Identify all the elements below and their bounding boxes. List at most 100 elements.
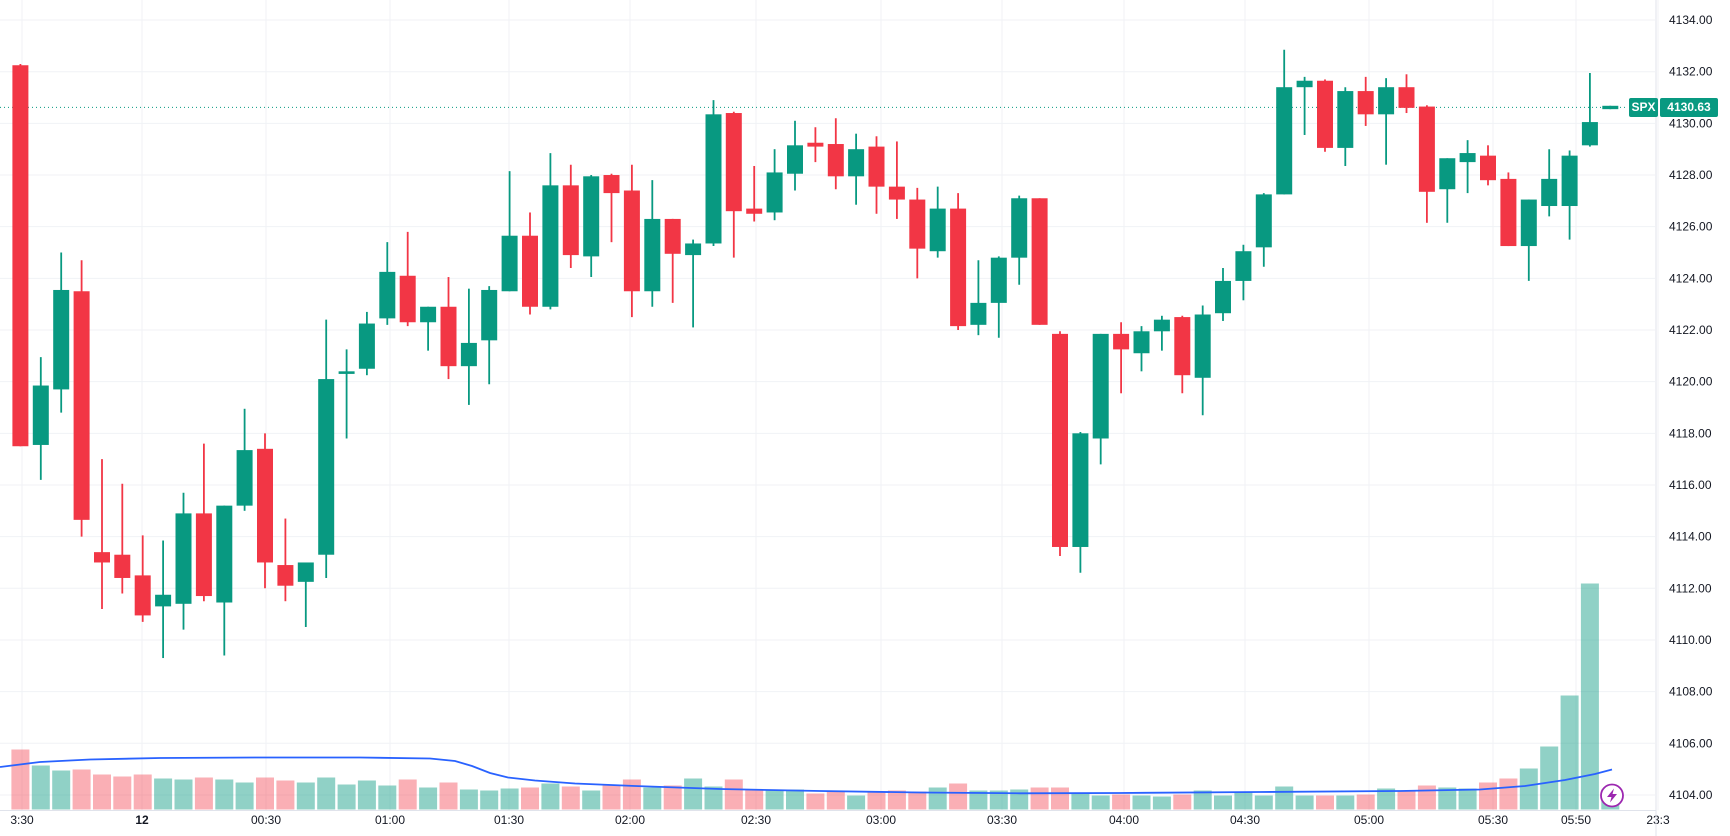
volume-bar: [1173, 794, 1192, 810]
volume-bar: [256, 777, 274, 810]
candle-body: [623, 190, 640, 292]
volume-bar: [113, 776, 132, 810]
volume-bar: [786, 789, 804, 810]
volume-bar: [1051, 787, 1069, 810]
volume-bar: [1030, 787, 1049, 810]
candle-body: [94, 552, 110, 563]
time-axis-label: 03:00: [866, 813, 896, 827]
price-axis-label: 4128.00: [1669, 168, 1713, 182]
candle-body: [1296, 80, 1313, 88]
time-axis-label: 03:30: [987, 813, 1017, 827]
price-axis-label: 4112.00: [1669, 581, 1712, 595]
candle-body: [1255, 194, 1272, 248]
price-axis-label: 4108.00: [1669, 685, 1713, 699]
volume-bar: [1316, 795, 1334, 810]
volume-bar: [643, 787, 662, 810]
candle-body: [1031, 198, 1048, 325]
candle-body: [1602, 105, 1619, 110]
candle-body: [1194, 314, 1211, 378]
lightning-bolt-glyph: [1607, 788, 1617, 803]
candle-body: [1317, 80, 1333, 148]
candle-body: [1337, 91, 1354, 148]
time-axis-label: 01:30: [494, 813, 524, 827]
candle-body: [53, 289, 70, 390]
volume-bar: [93, 774, 111, 810]
candle-body: [929, 208, 946, 252]
candle-body: [12, 65, 29, 447]
candle-body: [1174, 317, 1191, 376]
candle-body: [1113, 333, 1130, 350]
time-axis-label: 02:30: [741, 813, 771, 827]
price-axis-label: 4116.00: [1669, 478, 1712, 492]
volume-bar: [989, 790, 1008, 810]
candle-body: [1439, 158, 1456, 190]
candle-body: [583, 176, 600, 257]
volume-bar: [194, 777, 213, 810]
volume-bar: [1397, 790, 1416, 810]
candle-body: [644, 218, 661, 292]
volume-bar: [398, 779, 417, 810]
volume-bar: [1275, 786, 1294, 810]
volume-bar: [582, 790, 601, 810]
time-axis-label: 02:00: [615, 813, 645, 827]
candle-body: [542, 185, 559, 307]
volume-bar: [11, 749, 30, 810]
time-axis-label: 00:30: [251, 813, 281, 827]
volume-bar: [439, 782, 458, 810]
volume-bar: [480, 790, 499, 810]
candle-body: [562, 185, 579, 256]
price-axis-label: 4126.00: [1669, 220, 1713, 234]
volume-bar: [745, 789, 764, 810]
candle-body: [1276, 87, 1293, 195]
last-price-value-badge: 4130.63: [1660, 98, 1718, 117]
price-axis-label: 4134.00: [1669, 13, 1713, 27]
volume-bar: [52, 770, 71, 810]
volume-ma-line: [0, 756, 1613, 795]
candle-body: [1092, 333, 1109, 439]
volume-bar: [908, 791, 927, 810]
candle-body: [807, 142, 824, 147]
candle-body: [603, 175, 620, 194]
candle-body: [1133, 331, 1150, 354]
candle-body: [114, 554, 131, 578]
candle-body: [1500, 178, 1517, 247]
time-axis-label: 05:00: [1354, 813, 1384, 827]
last-price-symbol-badge: SPX: [1629, 98, 1658, 117]
volume-bar: [724, 779, 743, 810]
volume-bar: [215, 779, 234, 810]
volume-bar: [1214, 795, 1232, 810]
candle-body: [501, 235, 518, 292]
candle-body: [1052, 333, 1068, 547]
price-axis-label: 4132.00: [1669, 65, 1713, 79]
price-axis-label: 4122.00: [1669, 323, 1713, 337]
volume-bar: [1560, 695, 1579, 810]
candle-body: [1418, 106, 1435, 192]
candle-body: [909, 199, 926, 249]
candle-body: [990, 257, 1007, 303]
price-axis-label: 4104.00: [1669, 788, 1713, 802]
volume-bar: [887, 790, 906, 810]
volume-bar: [1091, 795, 1110, 810]
candle-body: [1520, 199, 1537, 247]
volume-bar: [949, 783, 968, 810]
candle-body: [787, 145, 803, 174]
candle-body: [379, 271, 396, 319]
volume-bar: [1234, 792, 1253, 810]
candle-body: [236, 450, 253, 506]
volume-bar: [1458, 788, 1477, 810]
candle-body: [1398, 87, 1415, 108]
candle-body: [460, 342, 477, 367]
volume-bar: [1152, 796, 1171, 810]
volume-bar: [459, 789, 478, 810]
candle-body: [848, 149, 865, 177]
volume-bar: [969, 790, 988, 810]
volume-bar: [296, 782, 315, 810]
volume-bar: [419, 787, 438, 810]
time-axis-label: 12: [135, 813, 149, 827]
volume-bar: [1193, 790, 1212, 810]
volume-bar: [684, 778, 703, 810]
time-axis-label: 04:00: [1109, 813, 1139, 827]
candle-body: [522, 235, 538, 307]
